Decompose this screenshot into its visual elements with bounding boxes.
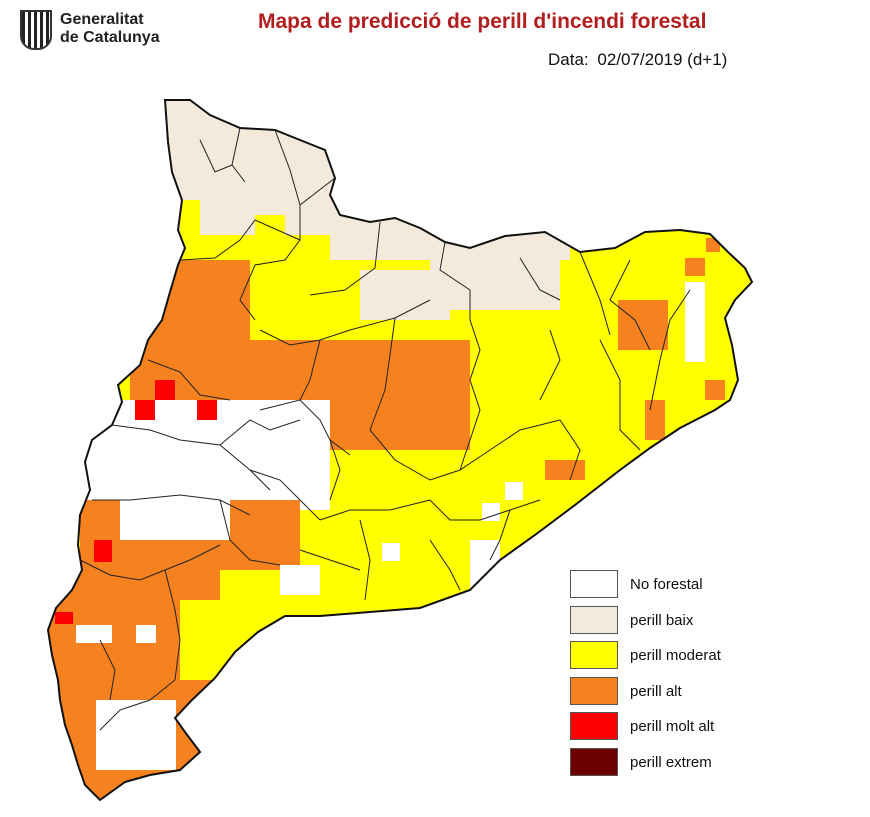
zone-alt-ne1 — [618, 300, 668, 350]
zone-alt-center2 — [380, 370, 460, 440]
forecast-date: Data: 02/07/2019 (d+1) — [548, 50, 727, 70]
generalitat-logo: Generalitat de Catalunya — [20, 8, 220, 54]
zone-alt-ne3 — [685, 258, 705, 276]
legend-swatch — [570, 570, 618, 598]
zone-molt-alt-1 — [155, 380, 175, 400]
date-label: Data: — [548, 50, 589, 69]
legend-item: perill extrem — [570, 747, 830, 778]
zone-molt-alt-2 — [135, 400, 155, 420]
zone-moderat-n1 — [180, 200, 200, 260]
zone-alt-e2 — [645, 400, 665, 440]
zone-baix-north3 — [430, 240, 560, 310]
zone-moderat-sw — [180, 600, 240, 680]
legend-label: perill extrem — [630, 753, 712, 771]
zone-alt-ne4 — [706, 238, 720, 252]
legend-swatch — [570, 676, 618, 705]
zone-nf-coast — [280, 565, 320, 595]
zone-alt-west1 — [150, 260, 250, 350]
legend-item: perill alt — [570, 676, 830, 707]
legend-swatch — [570, 641, 618, 669]
org-name-line1: Generalitat — [60, 11, 144, 28]
legend-label: perill molt alt — [630, 718, 715, 735]
catalonia-outline — [46, 99, 754, 802]
legend-item: perill baix — [570, 605, 830, 636]
org-name-line2: de Catalunya — [60, 29, 160, 46]
legend-label: perill alt — [630, 682, 682, 700]
zone-nf-sw3 — [136, 625, 156, 643]
map-title: Mapa de predicció de perill d'incendi fo… — [258, 10, 707, 33]
zone-nf-e2 — [482, 503, 500, 521]
legend-item: perill moderat — [570, 641, 830, 671]
legend-label: perill baix — [630, 611, 694, 629]
zone-nf-e3 — [382, 543, 400, 561]
zone-nf-sw4 — [96, 700, 176, 770]
zone-molt-alt-5 — [55, 612, 73, 624]
zone-moderat-n2 — [255, 215, 285, 245]
zone-nf-ne — [685, 282, 705, 362]
senyera-icon — [20, 10, 52, 50]
date-value: 02/07/2019 (d+1) — [597, 50, 728, 69]
legend-label: No forestal — [630, 576, 703, 593]
legend-swatch — [570, 712, 618, 740]
zone-baix-north4 — [360, 270, 450, 320]
zone-nf-sw — [120, 500, 230, 540]
zone-nf-west — [60, 400, 330, 510]
zone-molt-alt-3 — [197, 400, 217, 420]
legend-swatch — [570, 747, 618, 776]
legend-swatch — [570, 605, 618, 634]
legend-item: No forestal — [570, 570, 830, 600]
legend-item: perill molt alt — [570, 712, 830, 742]
zone-alt-e1 — [545, 460, 585, 480]
zone-alt-ne2 — [705, 380, 725, 400]
zone-nf-e1 — [505, 482, 523, 500]
legend-label: perill moderat — [630, 647, 721, 664]
comarca-borders — [79, 127, 691, 731]
zone-nf-sw2 — [76, 625, 112, 643]
zone-molt-alt-4 — [94, 540, 112, 562]
